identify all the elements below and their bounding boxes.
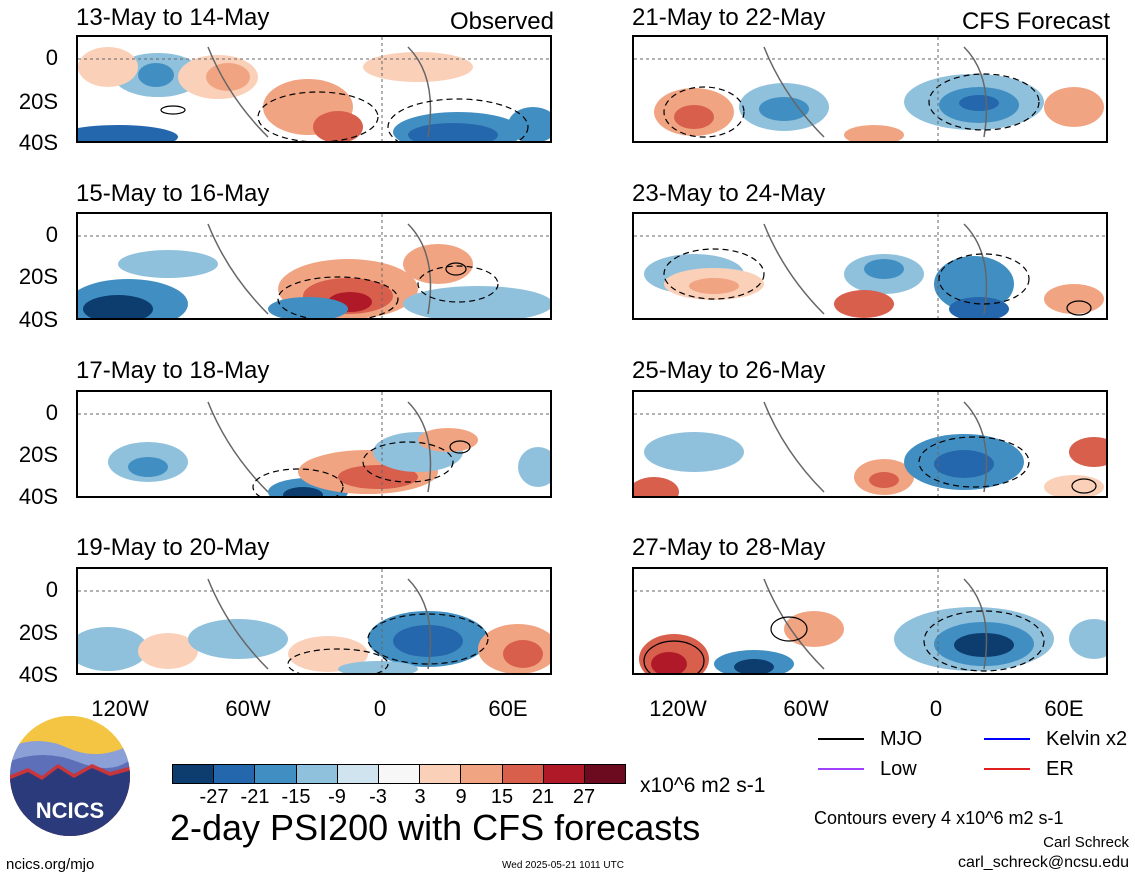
y-tick-label: 40S [18,484,58,509]
y-tick-label: 0 [45,577,58,602]
legend-line-low [818,768,864,770]
colorbar-swatch [255,765,297,783]
colorbar-swatch [543,765,585,783]
legend-label: MJO [880,728,923,750]
author-email[interactable]: carl_schreck@ncsu.edu [958,854,1129,871]
map-panel-right-2 [632,212,1108,320]
map-panel-right-1 [632,35,1108,143]
map-panel-right-4 [632,567,1108,675]
map-panel-left-3 [76,390,552,498]
colorbar-tick-label: 21 [531,786,555,808]
x-tick-label: 60E [1044,696,1084,721]
colorbar-swatch [378,765,421,783]
colorbar-swatch [420,765,462,783]
panel-title-right-2: 23-May to 24-May [632,180,826,207]
ncics-logo: NCICS [10,716,130,836]
colorbar-swatch [173,765,215,783]
colorbar [172,764,626,784]
x-tick-label: 120W [649,696,707,721]
colorbar-swatch [584,765,626,783]
colorbar-tick-label: -15 [281,786,311,808]
map-panel-left-2 [76,212,552,320]
colorbar-swatch [214,765,256,783]
colorbar-tick-label: 27 [572,786,596,808]
y-tick-label: 20S [18,89,58,114]
y-tick-label: 40S [18,307,58,332]
legend-line-kelvin [984,738,1030,740]
panel-title-right-1: 21-May to 22-May [632,4,826,31]
colorbar-tick-label: 3 [414,786,426,808]
x-tick-label: 120W [91,696,149,721]
main-title: 2-day PSI200 with CFS forecasts [170,807,701,848]
y-tick-label: 0 [45,400,58,425]
y-tick-label: 20S [18,264,58,289]
panel-title-left-4: 19-May to 20-May [76,534,270,561]
y-tick-label: 20S [18,442,58,467]
logo-text: NCICS [36,798,104,823]
colorbar-swatch [502,765,544,783]
panel-title-right-3: 25-May to 26-May [632,357,826,384]
panel-title-right-4: 27-May to 28-May [632,534,826,561]
timestamp: Wed 2025-05-21 1011 UTC [502,860,624,871]
author-name: Carl Schreck [1043,834,1129,851]
map-panel-right-3 [632,390,1108,498]
legend-line-er [984,768,1030,770]
x-tick-label: 60E [488,696,528,721]
y-tick-label: 0 [45,222,58,247]
x-tick-label: 60W [225,696,271,721]
colorbar-tick-label: -27 [199,786,229,808]
x-tick-label: 60W [783,696,829,721]
y-tick-label: 0 [45,45,58,70]
colorbar-tick-label: 15 [490,786,514,808]
map-panel-left-4 [76,567,552,675]
x-tick-label: 0 [929,696,943,721]
legend-label: Kelvin x2 [1046,728,1128,750]
contours-note: Contours every 4 x10^6 m2 s-1 [814,808,1064,828]
y-tick-label: 40S [18,662,58,687]
colorbar-swatch [461,765,503,783]
panel-title-left-1: 13-May to 14-May [76,4,270,31]
footer-url[interactable]: ncics.org/mjo [6,856,95,873]
forecast-label: CFS Forecast [961,8,1110,35]
legend-line-mjo [818,738,864,740]
observed-label: Observed [449,8,554,35]
colorbar-swatch [337,765,379,783]
colorbar-tick-label: -3 [369,786,387,808]
legend-label: Low [880,758,917,780]
y-tick-label: 40S [18,130,58,155]
map-panel-left-1 [76,35,552,143]
x-tick-label: 0 [373,696,387,721]
colorbar-tick-label: -21 [240,786,270,808]
colorbar-swatch [296,765,338,783]
y-tick-label: 20S [18,620,58,645]
panel-title-left-3: 17-May to 18-May [76,357,270,384]
colorbar-units: x10^6 m2 s-1 [640,774,766,797]
colorbar-tick-label: -9 [328,786,346,808]
colorbar-tick-label: 9 [455,786,467,808]
legend-label: ER [1046,758,1074,780]
panel-title-left-2: 15-May to 16-May [76,180,270,207]
